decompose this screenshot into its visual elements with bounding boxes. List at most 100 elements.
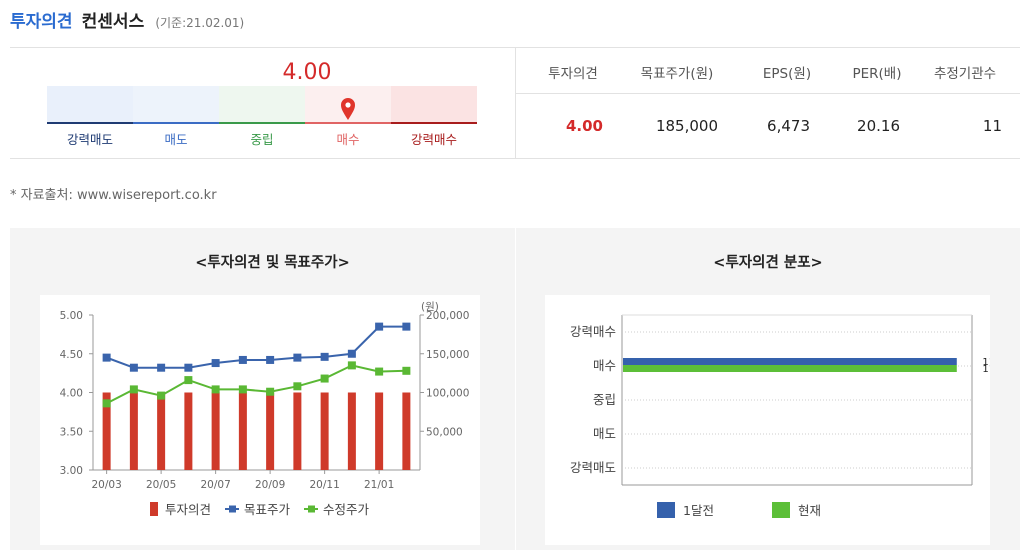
target-price-point xyxy=(102,353,111,362)
opinion-bar xyxy=(402,392,411,470)
legend-label: 수정주가 xyxy=(323,502,370,517)
legend-swatch xyxy=(772,502,790,518)
distribution-bar xyxy=(623,358,957,365)
gauge-segment-baseline xyxy=(305,122,391,124)
category-label: 중립 xyxy=(593,392,616,407)
x-tick-label: 21/01 xyxy=(364,479,394,491)
left-y-tick-label: 4.00 xyxy=(60,388,83,400)
gauge-pin-icon xyxy=(341,98,355,120)
consensus-table-value: 20.16 xyxy=(857,117,900,135)
category-label: 강력매수 xyxy=(570,324,616,339)
legend-swatch xyxy=(657,502,675,518)
category-label: 매수 xyxy=(593,358,616,373)
right-chart-canvas xyxy=(545,295,990,545)
consensus-table-value: 6,473 xyxy=(767,117,810,135)
opinion-bar xyxy=(320,392,329,470)
category-label: 강력매도 xyxy=(570,460,616,475)
gauge-segment xyxy=(391,86,477,122)
target-price-line xyxy=(106,325,407,369)
target-price-point xyxy=(375,322,384,331)
gauge-segment xyxy=(133,86,219,122)
opinion-bar xyxy=(347,392,356,470)
adjusted-price-point xyxy=(211,385,220,394)
gauge-segment-label: 중립 xyxy=(250,132,274,147)
adjusted-price-point xyxy=(320,374,329,383)
adjusted-price-point xyxy=(184,376,193,385)
bar-data-label: 11 xyxy=(982,364,990,375)
gauge-segment xyxy=(47,86,133,122)
gauge-segment xyxy=(219,86,305,122)
adjusted-price-point xyxy=(266,387,275,396)
legend-label: 목표주가 xyxy=(244,502,291,517)
target-price-point xyxy=(211,359,220,368)
left-chart-title: <투자의견 및 목표주가> xyxy=(195,255,350,271)
target-price-point xyxy=(184,363,193,372)
legend-label: 투자의견 xyxy=(165,502,211,517)
consensus-table-header: EPS(원) xyxy=(762,66,812,82)
left-y-tick-label: 3.00 xyxy=(60,465,83,477)
opinion-bar xyxy=(266,392,275,470)
adjusted-price-point xyxy=(375,367,384,376)
legend-swatch-marker xyxy=(229,505,236,513)
consensus-table-header: 목표주가(원) xyxy=(640,66,714,82)
consensus-table-header: 투자의견 xyxy=(548,66,598,82)
gauge-segment-label: 강력매수 xyxy=(410,132,457,147)
target-price-point xyxy=(402,322,411,331)
adjusted-price-line xyxy=(106,364,407,405)
gauge-segment-baseline xyxy=(391,122,477,124)
data-source: * 자료출처: www.wisereport.co.kr xyxy=(10,188,217,203)
consensus-table-header: PER(배) xyxy=(852,66,902,82)
target-price-point xyxy=(129,363,138,372)
adjusted-price-point xyxy=(157,391,166,400)
right-y-tick-label: 150,000 xyxy=(426,349,469,361)
opinion-bar xyxy=(184,392,193,470)
gauge-segment-baseline xyxy=(219,122,305,124)
opinion-bar xyxy=(375,392,384,470)
left-y-tick-label: 4.50 xyxy=(60,349,83,361)
x-tick-label: 20/03 xyxy=(91,479,121,491)
target-price-point xyxy=(157,363,166,372)
left-y-tick-label: 3.50 xyxy=(60,426,83,438)
legend-swatch-opinion xyxy=(150,502,158,516)
right-y-tick-label: 50,000 xyxy=(426,426,463,438)
adjusted-price-point xyxy=(402,366,411,375)
adjusted-price-point xyxy=(102,399,111,408)
table-header-divider xyxy=(516,93,1020,94)
bar-data-label: 11 xyxy=(982,357,990,368)
opinion-bar xyxy=(211,392,220,470)
consensus-table-header: 추정기관수 xyxy=(933,66,997,82)
header-basis-date: (기준:21.02.01) xyxy=(155,16,245,30)
legend-swatch-marker xyxy=(308,505,315,513)
distribution-bar xyxy=(623,365,957,372)
opinion-bar xyxy=(157,392,166,470)
right-y-tick-label: 100,000 xyxy=(426,388,469,400)
adjusted-price-point xyxy=(347,361,356,370)
summary-bottom-divider xyxy=(10,158,1020,159)
adjusted-price-point xyxy=(238,385,247,394)
legend-label: 현재 xyxy=(798,503,821,518)
x-tick-label: 20/05 xyxy=(146,479,176,491)
target-price-point xyxy=(293,353,302,362)
target-price-point xyxy=(238,355,247,364)
top-divider xyxy=(10,47,1020,48)
gauge-segment-label: 매수 xyxy=(336,132,360,147)
consensus-table-value: 11 xyxy=(982,117,1002,135)
right-chart-title: <투자의견 분포> xyxy=(713,255,823,271)
left-y-tick-label: 5.00 xyxy=(60,310,83,322)
summary-vertical-divider xyxy=(515,48,516,158)
adjusted-price-point xyxy=(293,382,302,391)
gauge-segment-label: 매도 xyxy=(164,132,188,147)
x-tick-label: 20/07 xyxy=(200,479,230,491)
opinion-target-price-chart: 3.00 3.50 4.00 4.50 5.00 50,000 100,000 150,000… xyxy=(40,295,480,545)
x-tick-label: 20/11 xyxy=(309,479,339,491)
x-tick-label: 20/09 xyxy=(255,479,285,491)
gauge-value: 4.00 xyxy=(282,60,332,85)
opinion-bar xyxy=(238,392,247,470)
adjusted-price-point xyxy=(129,385,138,394)
header-title-blue: 투자의견 xyxy=(10,12,73,32)
right-y-tick-label: 200,000 xyxy=(426,310,469,322)
header-title: 컨센서스 xyxy=(81,12,145,32)
legend-label: 1달전 xyxy=(683,503,714,518)
right-y-unit: (원) xyxy=(421,301,439,313)
